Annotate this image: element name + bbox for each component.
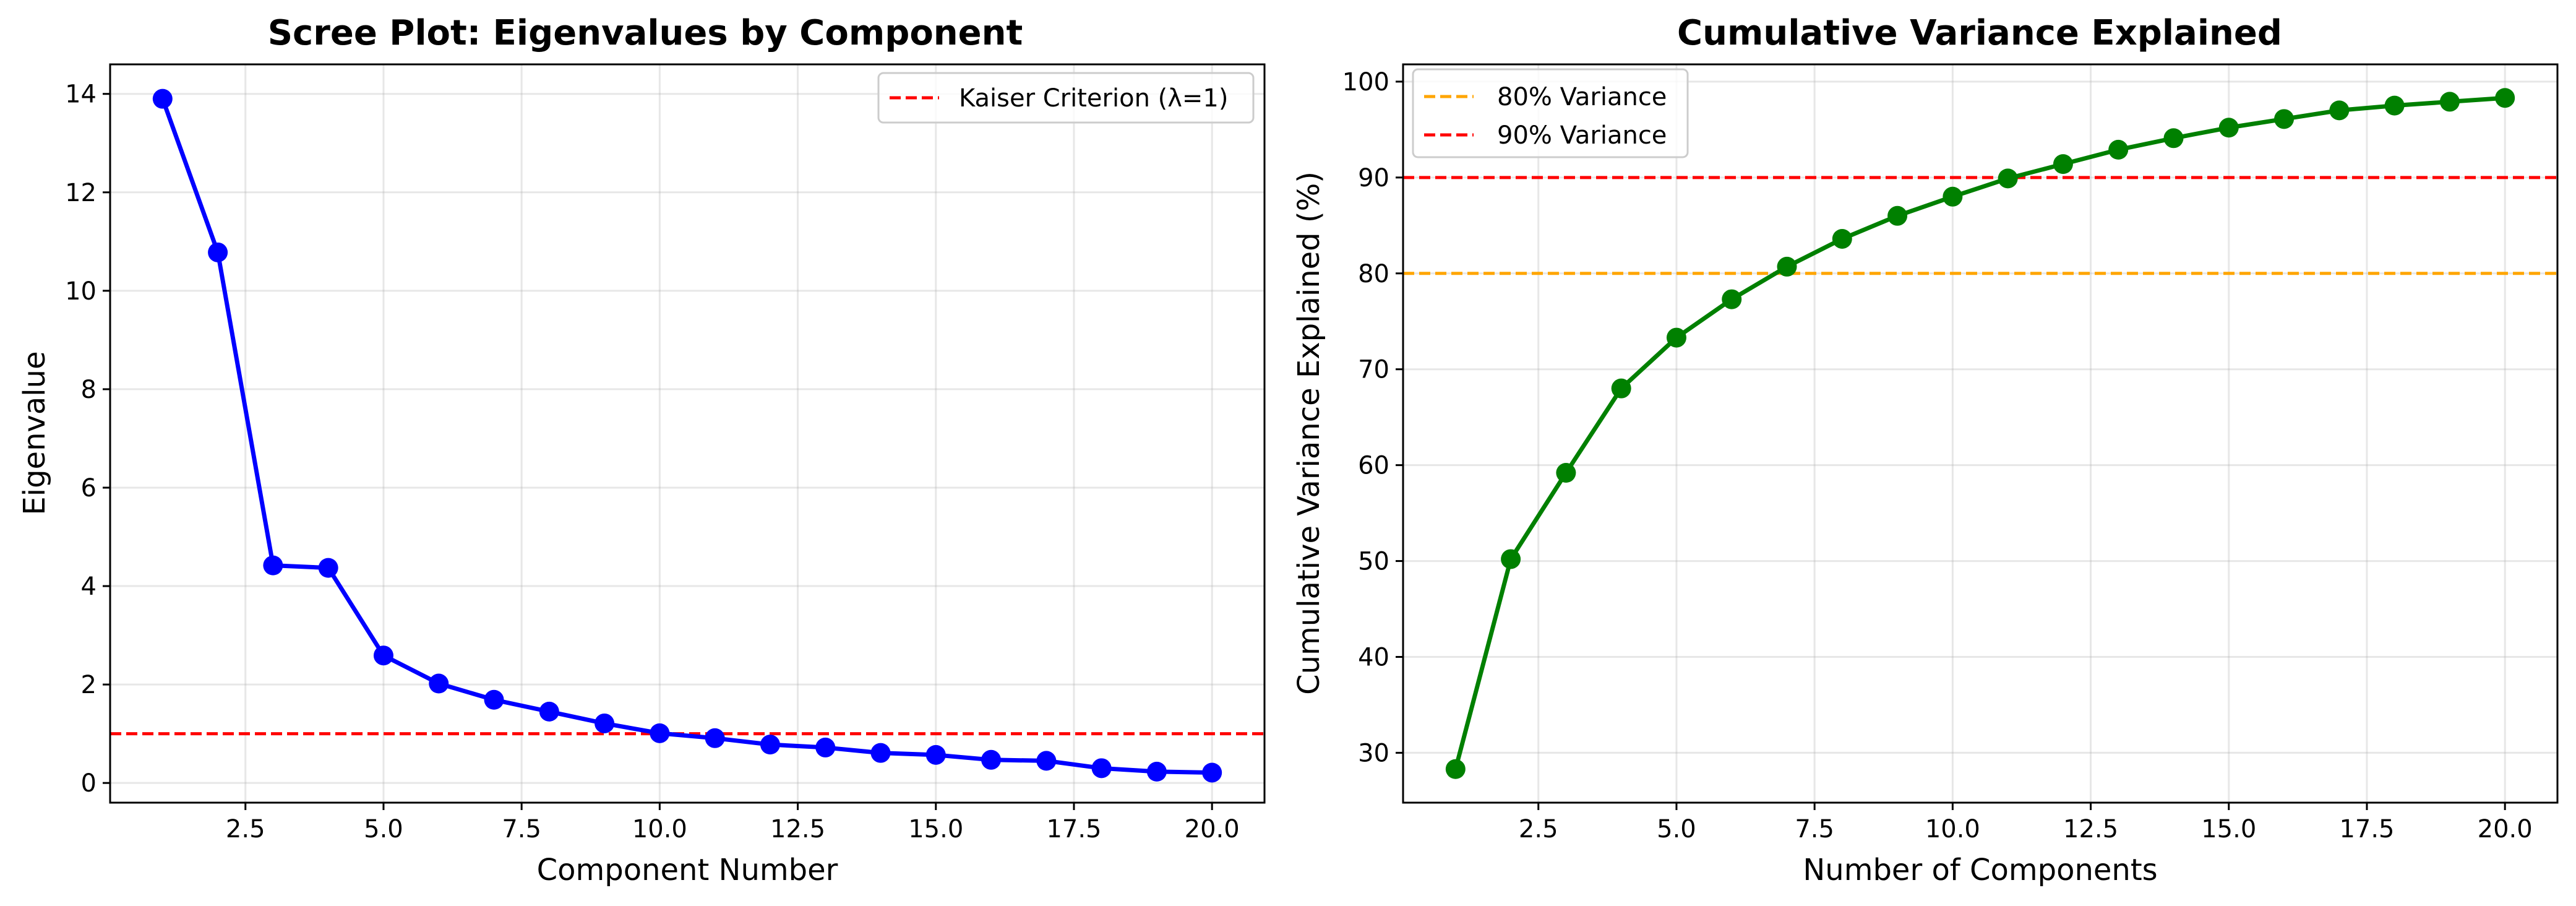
cumulative-variance-x-axis-label: Number of Components xyxy=(1803,853,2157,887)
cumulative-variance-data-point xyxy=(2329,100,2350,121)
cumulative-variance-data-point xyxy=(1943,186,1963,207)
scree-plot: Scree Plot: Eigenvalues by Component 2.5… xyxy=(17,13,1266,887)
scree-plot-series xyxy=(152,88,1222,783)
scree-plot-y-tick-label: 14 xyxy=(65,80,97,109)
cumulative-variance-frame xyxy=(1402,63,2559,804)
scree-plot-y-tick-label: 8 xyxy=(81,376,97,404)
cumulative-variance-ticks: 2.5 5.0 7.5 10.0 12.5 15.0 17.5 20.0 30 40 50 60 70 8… xyxy=(1342,68,2533,843)
scree-plot-data-point xyxy=(650,723,670,743)
cumulative-variance-x-tick-label: 7.5 xyxy=(1795,815,1834,843)
cumulative-variance-data-point xyxy=(1445,759,1466,779)
scree-plot-frame xyxy=(109,63,1266,804)
cumulative-variance-data-point xyxy=(2274,109,2295,129)
scree-plot-data-point xyxy=(595,713,615,733)
scree-plot-data-point xyxy=(208,242,228,262)
cumulative-variance-data-point xyxy=(2495,88,2515,108)
cumulative-variance-data-point xyxy=(1998,168,2018,189)
scree-plot-x-tick-label: 5.0 xyxy=(364,815,403,843)
scree-plot-y-axis-label: Eigenvalue xyxy=(17,351,52,515)
cumulative-variance-y-tick-label: 80 xyxy=(1358,260,1389,288)
legend-label-80-variance: 80% Variance xyxy=(1497,83,1667,111)
scree-plot-data-point xyxy=(1091,758,1112,779)
cumulative-variance-data-point xyxy=(2218,118,2239,138)
cumulative-variance-x-tick-label: 2.5 xyxy=(1519,815,1558,843)
cumulative-variance-x-tick-label: 10.0 xyxy=(1925,815,1980,843)
cumulative-variance-data-point xyxy=(2163,128,2184,149)
scree-plot-y-tick-label: 10 xyxy=(65,277,97,306)
cumulative-variance-legend-box xyxy=(1412,68,1689,158)
scree-plot-y-tick-label: 0 xyxy=(81,769,97,798)
cumulative-variance-x-tick-label: 20.0 xyxy=(2478,815,2533,843)
scree-plot-x-tick-label: 17.5 xyxy=(1046,815,1101,843)
scree-plot-x-tick-label: 20.0 xyxy=(1185,815,1240,843)
scree-plot-ticks: 2.5 5.0 7.5 10.0 12.5 15.0 17.5 20.0 0 2 4 6 8 10 12 14 xyxy=(65,80,1240,843)
scree-plot-data-point xyxy=(1036,751,1057,771)
cumulative-variance-data-point xyxy=(2439,92,2460,112)
cumulative-variance-plot: Cumulative Variance Explained 2.5 5.0 7.5 1… xyxy=(1292,13,2559,887)
cumulative-variance-x-tick-label: 15.0 xyxy=(2201,815,2256,843)
cumulative-variance-data-point xyxy=(1722,289,1742,309)
scree-plot-x-axis-label: Component Number xyxy=(537,853,838,887)
scree-plot-y-tick-label: 4 xyxy=(81,572,97,601)
scree-plot-data-point xyxy=(539,701,559,722)
scree-plot-x-tick-label: 12.5 xyxy=(770,815,825,843)
scree-plot-x-tick-label: 10.0 xyxy=(632,815,687,843)
scree-plot-x-tick-label: 2.5 xyxy=(226,815,265,843)
scree-plot-title: Scree Plot: Eigenvalues by Component xyxy=(268,13,1023,53)
cumulative-variance-x-tick-label: 12.5 xyxy=(2063,815,2118,843)
cumulative-variance-data-point xyxy=(1556,463,1576,483)
cumulative-variance-y-tick-label: 60 xyxy=(1358,452,1389,480)
scree-plot-data-point xyxy=(705,728,725,748)
cumulative-variance-y-tick-label: 50 xyxy=(1358,548,1389,576)
scree-plot-data-point xyxy=(429,673,449,694)
scree-plot-data-point xyxy=(152,88,173,109)
scree-plot-data-point xyxy=(484,689,504,710)
cumulative-variance-y-tick-label: 70 xyxy=(1358,356,1389,384)
scree-plot-x-tick-label: 7.5 xyxy=(502,815,541,843)
scree-plot-data-point xyxy=(1146,761,1167,782)
cumulative-variance-data-point xyxy=(2108,139,2129,160)
cumulative-variance-y-tick-label: 90 xyxy=(1358,164,1389,192)
cumulative-variance-data-point xyxy=(1832,228,1852,249)
cumulative-variance-data-point xyxy=(1666,327,1686,348)
cumulative-variance-title: Cumulative Variance Explained xyxy=(1677,13,2282,53)
cumulative-variance-data-point xyxy=(1611,378,1631,399)
scree-plot-x-tick-label: 15.0 xyxy=(908,815,963,843)
scree-plot-y-tick-label: 6 xyxy=(81,474,97,503)
scree-plot-data-point xyxy=(760,735,780,755)
legend-label-kaiser: Kaiser Criterion (λ=1) xyxy=(959,84,1229,113)
scree-plot-data-point xyxy=(870,743,891,763)
cumulative-variance-y-tick-label: 100 xyxy=(1342,68,1389,97)
scree-plot-data-point xyxy=(373,645,393,666)
scree-plot-y-tick-label: 12 xyxy=(65,179,97,207)
cumulative-variance-legend: 80% Variance 90% Variance xyxy=(1412,68,1689,158)
cumulative-variance-y-tick-label: 30 xyxy=(1358,739,1389,767)
cumulative-variance-series xyxy=(1445,88,2515,779)
legend-label-90-variance: 90% Variance xyxy=(1497,121,1667,150)
scree-plot-data-point xyxy=(925,744,946,765)
cumulative-variance-data-point xyxy=(1887,205,1908,226)
cumulative-variance-x-tick-label: 5.0 xyxy=(1657,815,1696,843)
cumulative-variance-data-point xyxy=(2384,95,2405,116)
scree-plot-legend-box xyxy=(877,72,1255,124)
scree-plot-data-point xyxy=(981,749,1002,770)
scree-plot-y-tick-label: 2 xyxy=(81,671,97,699)
scree-plot-legend: Kaiser Criterion (λ=1) xyxy=(877,72,1255,124)
scree-plot-data-point xyxy=(1202,762,1222,783)
cumulative-variance-data-point xyxy=(2053,154,2073,175)
cumulative-variance-data-point xyxy=(1501,549,1521,569)
cumulative-variance-x-tick-label: 17.5 xyxy=(2339,815,2394,843)
cumulative-variance-y-axis-label: Cumulative Variance Explained (%) xyxy=(1292,171,1326,695)
scree-plot-data-point xyxy=(318,558,338,578)
scree-plot-data-point xyxy=(263,555,283,576)
cumulative-variance-y-tick-label: 40 xyxy=(1358,643,1389,671)
scree-plot-data-point xyxy=(815,737,836,757)
cumulative-variance-data-point xyxy=(1777,256,1797,277)
